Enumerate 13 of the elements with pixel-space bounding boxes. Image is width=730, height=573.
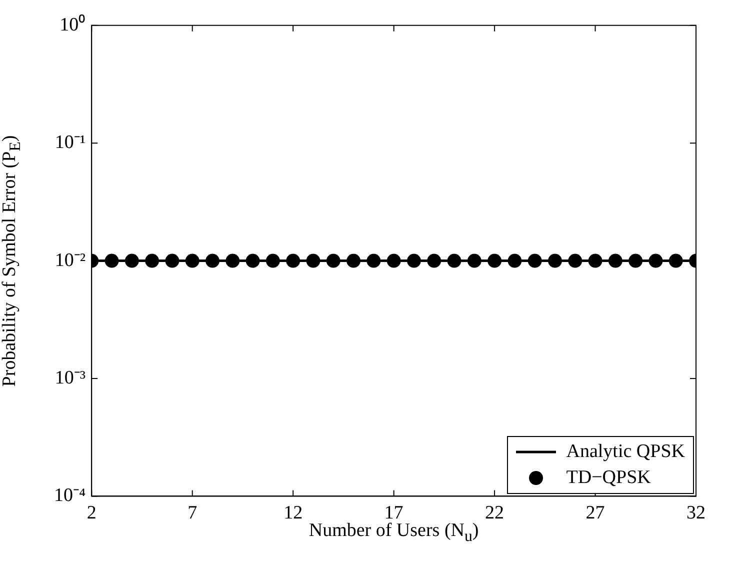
legend-label: Analytic QPSK — [566, 441, 685, 464]
y-tick-label: 10⁰ — [60, 13, 86, 36]
y-tick-label: 10⁻¹ — [54, 132, 86, 154]
x-tick-label: 7 — [188, 502, 198, 524]
x-tick-label: 22 — [485, 502, 504, 524]
x-tick-label: 2 — [86, 502, 96, 524]
y-tick-label: 10⁻² — [54, 250, 86, 271]
y-tick-label: 10⁻³ — [54, 367, 86, 388]
y-tick-label: 10⁻⁴ — [54, 485, 86, 506]
x-tick-label: 32 — [686, 502, 706, 524]
x-tick-label: 27 — [586, 502, 605, 524]
x-tick-label: 12 — [284, 502, 303, 524]
legend-label: TD−QPSK — [566, 467, 651, 490]
